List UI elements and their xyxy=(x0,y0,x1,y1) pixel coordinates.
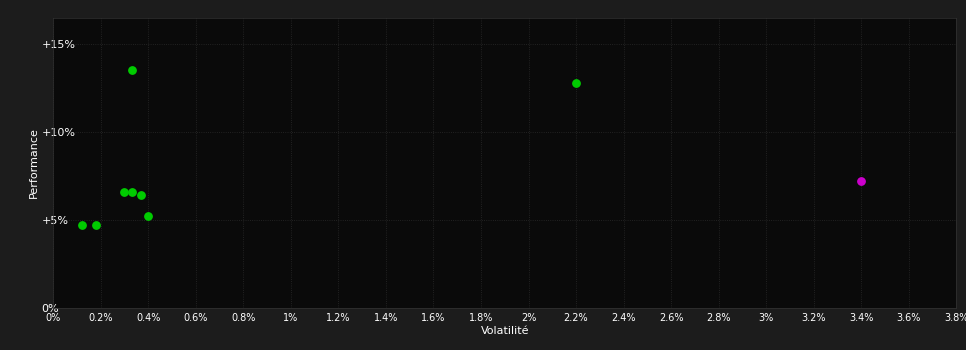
Point xyxy=(568,80,583,85)
Y-axis label: Performance: Performance xyxy=(29,127,39,198)
Point xyxy=(854,178,869,184)
Point xyxy=(74,223,90,228)
X-axis label: Volatilité: Volatilité xyxy=(480,326,529,336)
Point xyxy=(140,214,156,219)
Point xyxy=(124,189,139,195)
Point xyxy=(133,193,149,198)
Point xyxy=(124,68,139,73)
Point xyxy=(117,189,132,195)
Point xyxy=(88,223,103,228)
